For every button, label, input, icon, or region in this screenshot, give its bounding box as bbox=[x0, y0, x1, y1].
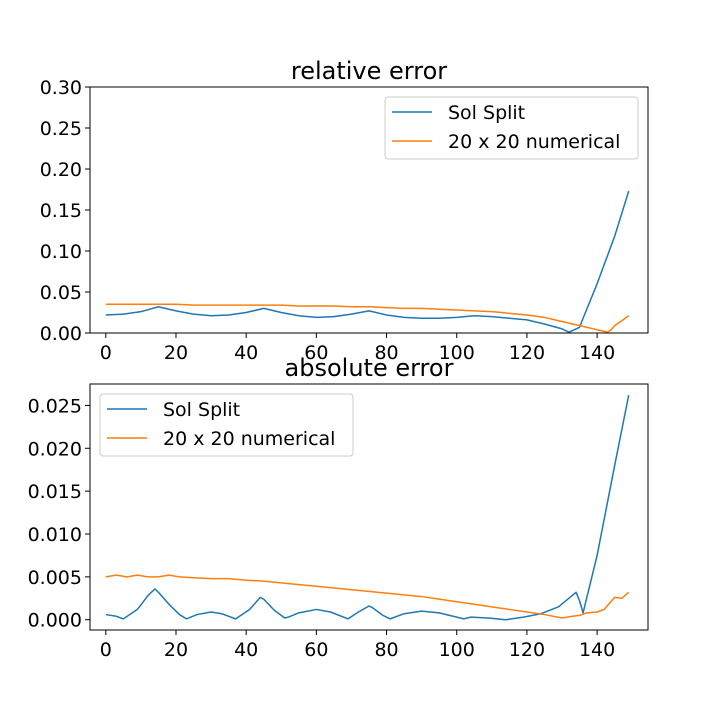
x-tick-label: 60 bbox=[304, 342, 328, 364]
absolute-error-x-ticks: 0 20 40 60 80 100 120 140 bbox=[100, 630, 615, 661]
legend-box bbox=[384, 96, 639, 160]
y-tick-label: 0.000 bbox=[28, 610, 82, 632]
legend-label-numerical: 20 x 20 numerical bbox=[163, 428, 335, 450]
relative-error-frame bbox=[89, 86, 649, 334]
relative-error-plot: relative error 0 20 40 60 80 100 120 140 0.000.… bbox=[40, 57, 649, 364]
absolute-error-plot: absolute error 0 20 40 60 80 100 120 140 0.0000… bbox=[28, 354, 649, 661]
absolute-error-frame bbox=[89, 383, 649, 631]
x-tick-label: 60 bbox=[304, 639, 328, 661]
series-line-20-x-20-numerical bbox=[105, 303, 630, 333]
relative-error-legend: Sol Split 20 x 20 numerical bbox=[384, 96, 639, 160]
y-tick-label: 0.25 bbox=[40, 118, 82, 140]
legend-box bbox=[99, 393, 354, 457]
x-tick-label: 80 bbox=[374, 639, 398, 661]
y-tick-label: 0.005 bbox=[28, 567, 82, 589]
relative-error-y-ticks: 0.00 0.05 0.10 0.15 0.20 0.25 0.30 bbox=[40, 77, 90, 345]
y-tick-label: 0.05 bbox=[40, 282, 82, 304]
relative-error-title: relative error bbox=[291, 57, 447, 85]
x-tick-label: 100 bbox=[439, 639, 475, 661]
y-tick-label: 0.20 bbox=[40, 159, 82, 181]
x-tick-label: 80 bbox=[374, 342, 398, 364]
absolute-error-y-ticks: 0.000 0.005 0.010 0.015 0.020 0.025 bbox=[28, 395, 90, 632]
x-tick-label: 40 bbox=[234, 342, 258, 364]
y-tick-label: 0.15 bbox=[40, 200, 82, 222]
x-tick-label: 140 bbox=[579, 639, 615, 661]
y-tick-label: 0.020 bbox=[28, 438, 82, 460]
y-tick-label: 0.015 bbox=[28, 481, 82, 503]
legend-label-numerical: 20 x 20 numerical bbox=[448, 131, 620, 153]
y-tick-label: 0.025 bbox=[28, 395, 82, 417]
x-tick-label: 120 bbox=[509, 639, 545, 661]
x-tick-label: 0 bbox=[100, 639, 112, 661]
relative-error-x-ticks: 0 20 40 60 80 100 120 140 bbox=[100, 333, 615, 364]
relative-error-lines bbox=[105, 190, 630, 333]
y-tick-label: 0.10 bbox=[40, 241, 82, 263]
y-tick-label: 0.30 bbox=[40, 77, 82, 99]
legend-label-sol-split: Sol Split bbox=[448, 102, 525, 124]
y-tick-label: 0.00 bbox=[40, 323, 82, 345]
x-tick-label: 20 bbox=[164, 639, 188, 661]
x-tick-label: 40 bbox=[234, 639, 258, 661]
x-tick-label: 140 bbox=[579, 342, 615, 364]
y-tick-label: 0.010 bbox=[28, 524, 82, 546]
legend-label-sol-split: Sol Split bbox=[163, 399, 240, 421]
absolute-error-title: absolute error bbox=[285, 354, 454, 382]
x-tick-label: 120 bbox=[509, 342, 545, 364]
series-line-sol-split bbox=[105, 394, 630, 621]
absolute-error-legend: Sol Split 20 x 20 numerical bbox=[99, 393, 354, 457]
absolute-error-lines bbox=[105, 394, 630, 621]
series-line-sol-split bbox=[105, 190, 630, 333]
x-tick-label: 0 bbox=[100, 342, 112, 364]
x-tick-label: 20 bbox=[164, 342, 188, 364]
series-line-20-x-20-numerical bbox=[105, 574, 630, 619]
x-tick-label: 100 bbox=[439, 342, 475, 364]
